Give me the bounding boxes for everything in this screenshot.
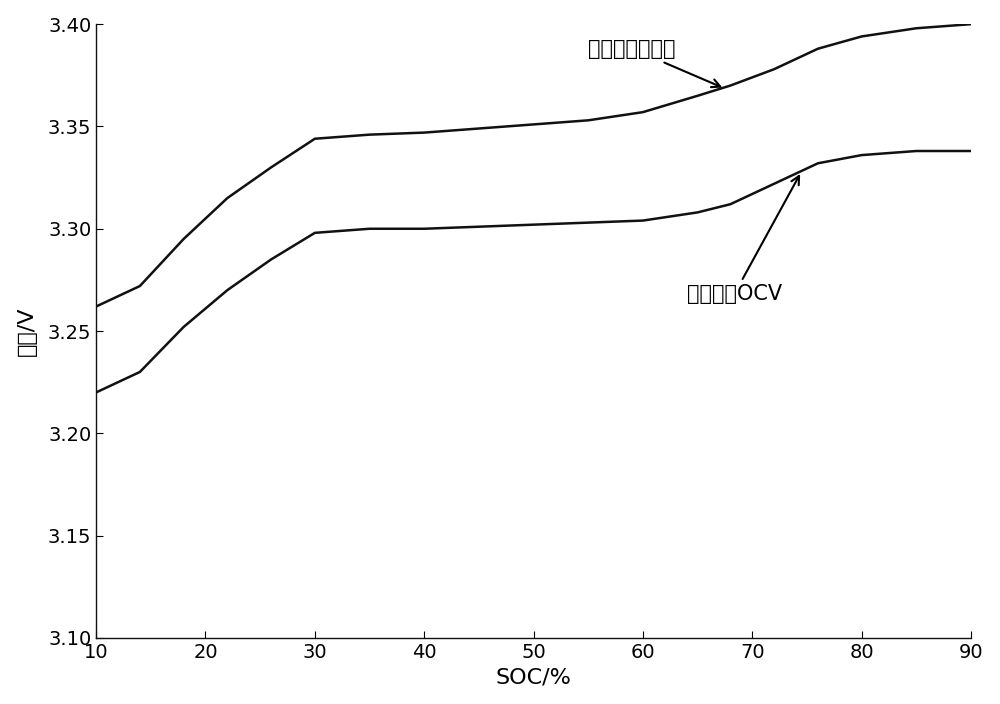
Y-axis label: 电压/V: 电压/V [17, 306, 37, 356]
X-axis label: SOC/%: SOC/% [496, 667, 572, 687]
Text: 电池充电端电压: 电池充电端电压 [588, 39, 720, 87]
Text: 开路电压OCV: 开路电压OCV [687, 176, 799, 304]
